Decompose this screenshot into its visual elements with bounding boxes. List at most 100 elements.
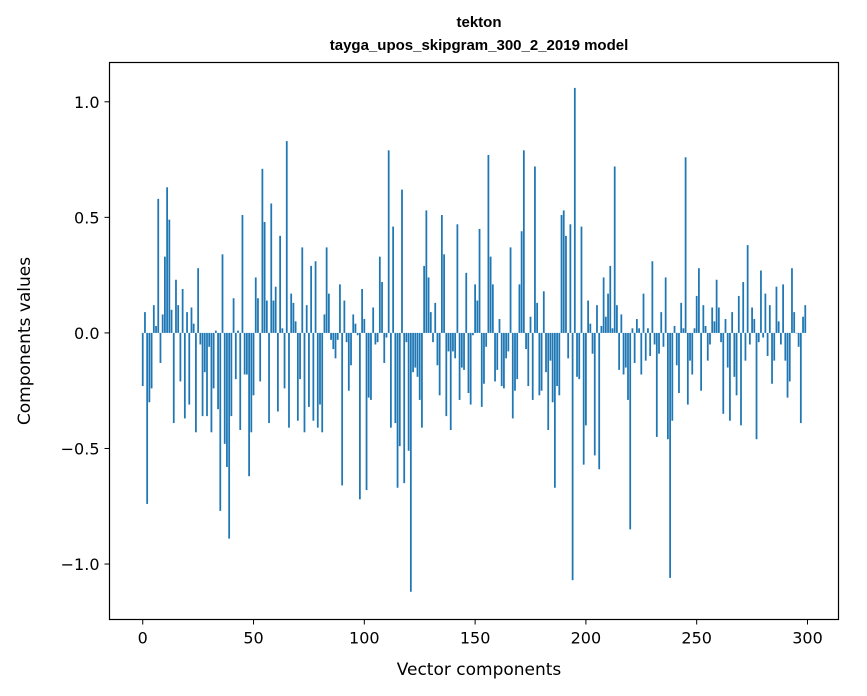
bar-192	[567, 332, 570, 359]
bar-149	[472, 332, 474, 336]
bar-255	[706, 332, 709, 361]
bar-217	[622, 332, 625, 375]
bar-49	[250, 332, 253, 433]
bar-212	[611, 328, 614, 333]
bar-182	[545, 332, 547, 373]
bar-209	[604, 316, 607, 333]
bar-195	[573, 87, 576, 333]
bar-216	[620, 314, 623, 333]
bar-38	[226, 332, 228, 467]
bar-11	[166, 187, 168, 333]
bar-2	[146, 332, 149, 504]
x-tick-label-0: 0	[138, 629, 148, 648]
bar-162	[500, 332, 503, 387]
bar-265	[729, 332, 731, 421]
bar-269	[737, 295, 740, 333]
bar-115	[396, 332, 399, 488]
bar-289	[782, 284, 784, 333]
bar-253	[702, 305, 705, 333]
bar-19	[183, 332, 186, 419]
bar-26	[199, 332, 202, 345]
bar-64	[283, 332, 286, 389]
bar-62	[279, 235, 281, 333]
bar-144	[460, 332, 463, 368]
bar-67	[290, 293, 293, 333]
bar-189	[560, 215, 563, 333]
bar-191	[565, 235, 567, 333]
bar-129	[427, 277, 430, 333]
bar-138	[447, 332, 450, 352]
bar-48	[248, 332, 250, 477]
bar-88	[336, 332, 339, 340]
bar-166	[509, 247, 512, 333]
bar-224	[638, 328, 640, 333]
y-tick-label-1: 0.5	[74, 208, 99, 227]
bar-238	[669, 332, 671, 578]
bar-247	[689, 332, 691, 361]
bar-160	[496, 332, 499, 370]
bar-25	[197, 268, 200, 333]
y-tick-label-3: −0.5	[61, 439, 100, 458]
bar-284	[771, 332, 773, 384]
bar-169	[516, 332, 519, 380]
bar-243	[680, 302, 683, 333]
bar-165	[507, 332, 510, 352]
bar-177	[534, 166, 536, 333]
bar-74	[305, 305, 308, 333]
y-tick-label-4: −1.0	[61, 555, 100, 574]
bar-163	[503, 332, 505, 389]
bar-251	[698, 268, 700, 333]
bar-167	[511, 332, 514, 419]
bar-211	[609, 265, 612, 333]
bar-16	[177, 305, 180, 333]
bar-8	[159, 332, 162, 363]
bar-151	[476, 300, 479, 333]
bar-206	[598, 332, 601, 470]
bar-271	[742, 282, 745, 333]
bar-126	[421, 332, 423, 428]
bar-231	[653, 332, 656, 345]
bar-27	[201, 332, 204, 417]
bar-293	[791, 268, 793, 333]
bar-207	[600, 325, 603, 333]
bar-58	[270, 203, 273, 333]
bar-258	[713, 321, 716, 333]
bar-153	[480, 332, 483, 407]
bar-32	[212, 332, 215, 389]
bar-175	[529, 316, 532, 333]
bar-291	[786, 332, 789, 398]
bar-139	[449, 332, 452, 430]
bar-82	[323, 314, 326, 333]
y-tick-label-0: 1.0	[74, 93, 99, 112]
bar-283	[768, 305, 771, 333]
x-tick-label-200: 200	[571, 629, 602, 648]
bar-1	[144, 312, 146, 333]
bar-15	[175, 279, 177, 333]
bar-45	[241, 215, 244, 333]
bar-241	[675, 332, 678, 366]
bar-229	[649, 332, 652, 357]
bar-10	[164, 256, 166, 333]
bar-20	[186, 312, 188, 333]
bar-270	[740, 332, 742, 426]
bar-262	[722, 332, 725, 414]
chart-title: tekton	[457, 14, 502, 31]
bar-125	[418, 332, 421, 400]
bar-263	[724, 319, 727, 333]
bar-157	[489, 256, 492, 333]
bar-242	[678, 332, 680, 393]
bar-264	[726, 332, 729, 368]
bar-108	[381, 282, 383, 333]
bar-97	[356, 332, 359, 336]
bar-220	[629, 332, 632, 530]
bar-285	[773, 332, 776, 361]
bar-221	[631, 328, 634, 333]
bar-21	[188, 332, 191, 405]
bar-200	[585, 332, 587, 426]
bar-76	[310, 265, 313, 333]
bar-35	[219, 332, 222, 511]
bar-215	[618, 332, 621, 370]
bar-130	[429, 312, 432, 333]
bar-254	[704, 325, 707, 333]
bar-113	[392, 226, 395, 333]
